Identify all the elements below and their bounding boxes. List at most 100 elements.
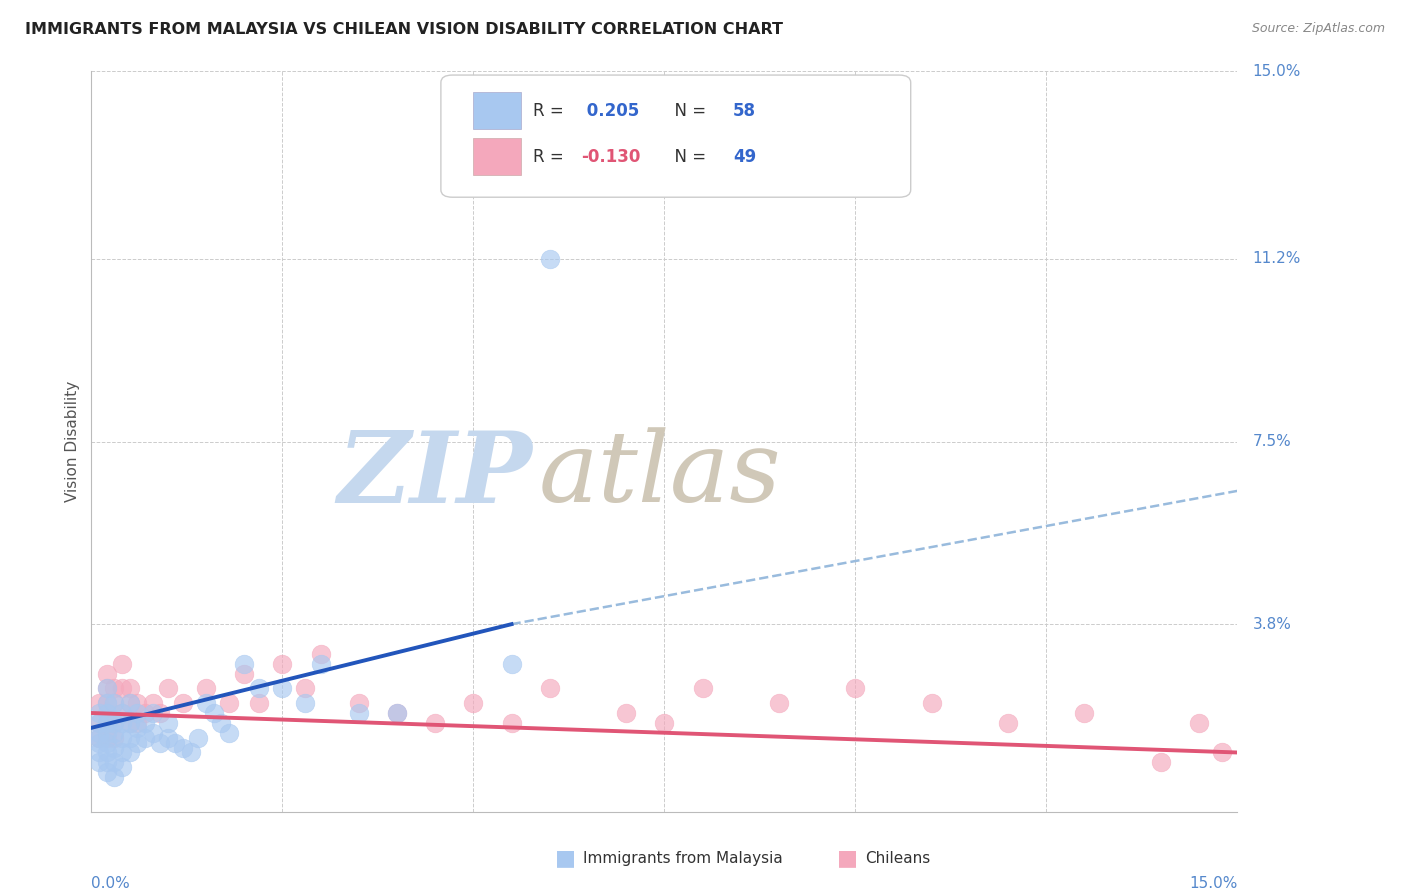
- Text: 49: 49: [733, 147, 756, 166]
- Point: [96, 725, 118, 739]
- Point: [1150, 756, 1173, 770]
- Point: [309, 657, 332, 671]
- Point: [194, 696, 217, 710]
- Point: [96, 746, 118, 760]
- Point: [271, 657, 294, 671]
- FancyBboxPatch shape: [472, 138, 522, 175]
- Point: [347, 696, 370, 710]
- Point: [652, 715, 675, 730]
- Point: [111, 760, 134, 774]
- Point: [134, 715, 156, 730]
- Point: [96, 765, 118, 780]
- Point: [127, 736, 149, 750]
- Point: [1211, 746, 1233, 760]
- Point: [921, 696, 943, 710]
- Point: [96, 666, 118, 681]
- Point: [294, 696, 316, 710]
- Text: 7.5%: 7.5%: [1253, 434, 1291, 449]
- Point: [96, 731, 118, 745]
- Point: [156, 731, 179, 745]
- FancyBboxPatch shape: [441, 75, 911, 197]
- Point: [111, 731, 134, 745]
- Point: [385, 706, 408, 720]
- Point: [96, 756, 118, 770]
- Text: Chileans: Chileans: [865, 851, 929, 865]
- Text: R =: R =: [533, 147, 568, 166]
- Point: [347, 706, 370, 720]
- Point: [180, 746, 202, 760]
- Point: [87, 715, 110, 730]
- Point: [96, 681, 118, 696]
- Point: [463, 696, 485, 710]
- Point: [118, 696, 141, 710]
- Point: [134, 706, 156, 720]
- Point: [149, 736, 172, 750]
- Point: [249, 696, 271, 710]
- Text: 3.8%: 3.8%: [1253, 616, 1292, 632]
- Point: [127, 696, 149, 710]
- Point: [218, 696, 240, 710]
- Point: [87, 706, 110, 720]
- Point: [87, 715, 110, 730]
- Point: [249, 681, 271, 696]
- Point: [87, 756, 110, 770]
- Text: 0.0%: 0.0%: [91, 876, 131, 891]
- Point: [103, 696, 125, 710]
- Point: [87, 736, 110, 750]
- Point: [111, 715, 134, 730]
- Point: [209, 715, 232, 730]
- Text: N =: N =: [664, 147, 711, 166]
- Text: 0.205: 0.205: [581, 102, 638, 120]
- Point: [127, 706, 149, 720]
- Point: [111, 706, 134, 720]
- Point: [103, 715, 125, 730]
- Point: [111, 657, 134, 671]
- Point: [538, 252, 561, 266]
- Point: [103, 681, 125, 696]
- Point: [103, 696, 125, 710]
- Point: [1073, 706, 1095, 720]
- Text: -0.130: -0.130: [581, 147, 640, 166]
- Point: [103, 740, 125, 755]
- Point: [118, 746, 141, 760]
- Text: 58: 58: [733, 102, 756, 120]
- Point: [96, 715, 118, 730]
- Point: [218, 725, 240, 739]
- Point: [96, 681, 118, 696]
- Point: [271, 681, 294, 696]
- Point: [127, 721, 149, 735]
- FancyBboxPatch shape: [472, 92, 522, 129]
- Point: [103, 756, 125, 770]
- Point: [96, 736, 118, 750]
- Point: [87, 731, 110, 745]
- Point: [614, 706, 637, 720]
- Point: [87, 746, 110, 760]
- Text: IMMIGRANTS FROM MALAYSIA VS CHILEAN VISION DISABILITY CORRELATION CHART: IMMIGRANTS FROM MALAYSIA VS CHILEAN VISI…: [25, 22, 783, 37]
- Point: [692, 681, 714, 696]
- Point: [1188, 715, 1211, 730]
- Point: [149, 706, 172, 720]
- Point: [385, 706, 408, 720]
- Point: [87, 725, 110, 739]
- Point: [111, 706, 134, 720]
- Point: [187, 731, 209, 745]
- Point: [141, 696, 163, 710]
- Text: 15.0%: 15.0%: [1253, 64, 1301, 78]
- Y-axis label: Vision Disability: Vision Disability: [65, 381, 80, 502]
- Point: [118, 696, 141, 710]
- Point: [156, 715, 179, 730]
- Point: [501, 657, 523, 671]
- Point: [103, 725, 125, 739]
- Point: [87, 696, 110, 710]
- Point: [134, 731, 156, 745]
- Point: [118, 731, 141, 745]
- Point: [768, 696, 790, 710]
- Point: [87, 731, 110, 745]
- Point: [96, 706, 118, 720]
- Point: [172, 696, 194, 710]
- Text: atlas: atlas: [538, 427, 782, 523]
- Point: [141, 725, 163, 739]
- Point: [294, 681, 316, 696]
- Text: N =: N =: [664, 102, 711, 120]
- Point: [127, 715, 149, 730]
